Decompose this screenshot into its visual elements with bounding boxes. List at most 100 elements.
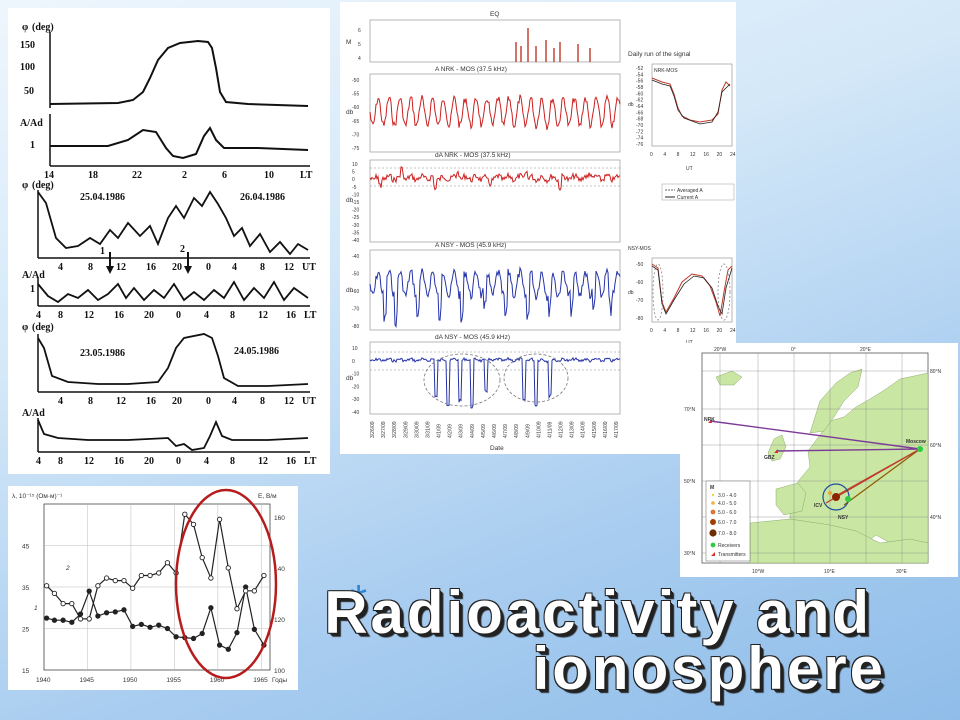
svg-text:db: db [628, 290, 634, 296]
date-tick-label: 4/10/09 [536, 421, 542, 438]
series-1-point [164, 625, 171, 632]
svg-text:1: 1 [30, 284, 35, 295]
series-2-point [60, 600, 66, 607]
path-gbz-moscow [775, 448, 921, 452]
series-2-point [190, 521, 197, 528]
daily-y-tick: -76 [636, 142, 643, 148]
series-1-point [130, 623, 136, 630]
left-tick-label: 35 [22, 585, 30, 592]
left-tick-label: 45 [22, 544, 30, 551]
svg-text:db: db [346, 109, 354, 116]
y-tick-label: -55 [352, 92, 359, 98]
daily-title: Daily run of the signal [628, 51, 691, 58]
svg-text:8: 8 [230, 456, 235, 467]
highlight-ellipse [174, 488, 278, 680]
date-tick-label: 4/12/09 [559, 421, 565, 438]
daily-x-tick: 24 [730, 328, 736, 334]
svg-text:20: 20 [172, 262, 182, 273]
svg-text:12: 12 [84, 456, 94, 467]
amp-label-3: A/Ad [22, 408, 45, 419]
svg-text:8: 8 [230, 310, 235, 321]
daily-x-tick: 0 [650, 152, 653, 158]
y-tick-label: -50 [352, 272, 359, 278]
svg-text:10°W: 10°W [752, 569, 765, 575]
series-2-point [112, 577, 118, 584]
svg-text:LT: LT [300, 170, 313, 181]
nsy-daily-curve [651, 263, 733, 317]
daily-y-tick: -60 [636, 280, 643, 286]
svg-text:50°N: 50°N [684, 479, 696, 485]
daily-y-tick: -70 [636, 123, 643, 129]
daily-x-tick: 24 [730, 152, 736, 158]
svg-text:Current A: Current A [677, 195, 699, 201]
amp-curve-3 [37, 419, 309, 451]
svg-text:20°E: 20°E [860, 347, 872, 353]
svg-text:0: 0 [206, 396, 211, 407]
svg-text:4: 4 [232, 262, 237, 273]
daily-y-tick: -60 [636, 91, 643, 97]
x-tick-label: 1950 [123, 677, 138, 684]
daily-x-tick: 0 [650, 328, 653, 334]
svg-text:10°E: 10°E [824, 569, 836, 575]
svg-text:4: 4 [204, 456, 209, 467]
nsy-mos-delta-line [369, 356, 621, 409]
svg-text:3.0 - 4.0: 3.0 - 4.0 [718, 493, 737, 499]
daily-x-tick: 12 [690, 328, 696, 334]
phi-symbol-3: φ [22, 322, 28, 333]
legend-receiver-marker [710, 542, 716, 548]
p3-title: A NSY - MOS (45.9 kHz) [435, 242, 506, 249]
y-tick-label: -15 [352, 200, 359, 206]
date-tick-label: 3/29/09 [403, 421, 409, 438]
series-1-point [216, 642, 223, 648]
svg-text:40°N: 40°N [930, 515, 942, 521]
svg-text:0: 0 [176, 456, 181, 467]
date-tick-label: 3/31/09 [425, 421, 431, 438]
series-2-point [156, 570, 162, 576]
date-tick-label: 3/30/09 [414, 421, 420, 438]
daily-x-tick: 8 [677, 328, 680, 334]
svg-text:db: db [628, 102, 634, 108]
daily-y-tick: -74 [636, 136, 643, 142]
series-2-point [216, 516, 223, 522]
series-2-point [208, 575, 214, 581]
y-tick-label: -35 [352, 230, 359, 236]
y-tick-label: 0 [352, 359, 355, 365]
x-unit-label: Годы [272, 677, 287, 684]
svg-text:8: 8 [58, 456, 63, 467]
series-2-point [103, 575, 110, 581]
svg-text:6.0 - 7.0: 6.0 - 7.0 [718, 520, 737, 526]
series-2-point [234, 606, 240, 612]
amp-curve-2 [37, 280, 309, 304]
svg-text:4: 4 [232, 396, 237, 407]
svg-text:20: 20 [172, 396, 182, 407]
daily-y-tick: -64 [636, 104, 643, 110]
date-tick-label: 3/28/09 [392, 421, 398, 438]
svg-text:LT: LT [304, 310, 317, 321]
amp-label-2: A/Ad [22, 270, 45, 281]
svg-text:12: 12 [84, 310, 94, 321]
svg-text:6: 6 [222, 170, 227, 181]
phi-symbol-2: φ [22, 180, 28, 191]
right-axis-label: E, В/м [258, 493, 277, 500]
daily-x-tick: 20 [717, 328, 723, 334]
date-tick-label: 4/14/09 [581, 421, 587, 438]
date-tick-label: 3/26/09 [370, 421, 376, 438]
series-2-point [182, 511, 188, 517]
daily-x-tick: 12 [690, 152, 696, 158]
daily-y-tick: -72 [636, 129, 643, 135]
phase-curve-1 [49, 39, 309, 107]
title-bullet-star: * [350, 576, 368, 625]
series-2-point [251, 588, 258, 594]
x-tick-label: 1965 [253, 677, 268, 684]
left-axis-label: λ, 10⁻¹⁵ (Ом·м)⁻¹ [12, 493, 63, 500]
series-1-point [43, 615, 50, 621]
series-1-point [234, 629, 240, 636]
svg-text:Receivers: Receivers [718, 543, 741, 549]
series-2-point [199, 554, 205, 561]
svg-text:20: 20 [144, 310, 154, 321]
land-mass [715, 368, 929, 564]
svg-text:4: 4 [58, 262, 63, 273]
y-tick-label: -20 [352, 208, 359, 214]
station-moscow: Moscow [906, 439, 926, 445]
p2-title: dA NRK - MOS (37.5 kHz) [435, 152, 511, 159]
